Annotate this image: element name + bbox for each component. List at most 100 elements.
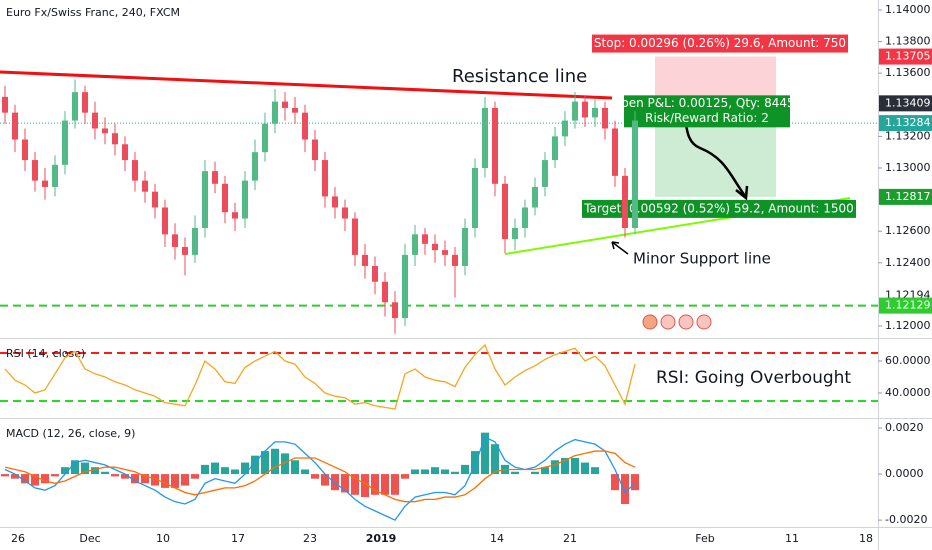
resistance-line [0,70,613,100]
price-tag [879,188,932,205]
x-tick-label: 21 [563,532,577,545]
event-icon [696,314,712,330]
macd-histogram-bar [261,451,269,475]
candle-body [312,139,318,161]
candle-body [182,246,188,255]
macd-histogram-bar [371,474,379,495]
y-tick-label: 1.13800 [885,35,931,48]
candle-body [212,171,218,184]
macd-histogram-bar [281,453,289,475]
candle-body [602,107,608,129]
macd-histogram-bar [111,474,119,477]
candle-body [112,133,118,145]
macd-histogram-bar [221,467,229,475]
macd-histogram-bar [531,471,539,475]
x-tick-label: 23 [303,532,317,545]
candle-body [472,167,478,229]
macd-histogram-bar [571,457,579,475]
macd-histogram-bar [481,432,489,475]
macd-histogram-bar [401,474,409,479]
macd-histogram-bar [551,460,559,475]
macd-histogram-bar [231,469,239,475]
arrow-head [735,185,749,201]
event-icon [678,314,694,330]
macd-histogram-bar [581,462,589,475]
macd-histogram-bar [191,474,199,479]
candle-body [222,183,228,213]
macd-histogram-bar [271,448,279,475]
candle-body [492,107,498,184]
candle-body [352,218,358,255]
price-tag [879,48,932,65]
macd-title: MACD (12, 26, close, 9) [6,427,135,440]
candle-body [252,152,258,181]
price-tag-label: 1.12817 [885,190,931,203]
candle-body [302,112,308,140]
stop-label-box [592,34,848,53]
candle-body [482,107,488,168]
macd-histogram-bar [121,474,129,479]
candle-body [332,196,338,208]
candle-body [622,175,628,229]
candle-body [612,128,618,176]
macd-histogram-bar [461,464,469,475]
pnl-label: Open P&L: 0.00125, Qty: 84459 [612,96,803,110]
macd-histogram-bar [331,474,339,491]
candle-body [512,228,518,240]
candle-body [142,180,148,192]
y-tick-label: 0.0020 [885,421,924,434]
candle-body [262,123,268,153]
macd-histogram-bar [381,474,389,495]
candle-body [392,302,398,319]
macd-histogram-bar [361,474,369,498]
target-label-box [582,199,856,218]
macd-histogram-bar [101,471,109,475]
x-tick-label: 10 [156,532,170,545]
x-tick-label: Dec [79,532,100,545]
macd-histogram-bar [241,462,249,475]
macd-histogram-bar [421,469,429,475]
macd-histogram-bar [81,462,89,475]
macd-histogram-bar [321,474,329,486]
candle-body [442,250,448,255]
candle-body [552,136,558,161]
y-tick-label: 0.0000 [885,467,924,480]
macd-histogram-bar [181,474,189,486]
candle-body [402,254,408,319]
x-tick-label: 18 [859,532,873,545]
candle-body [62,120,68,165]
candle-body [272,101,278,124]
candle-body [2,96,8,113]
candle-body [122,144,128,161]
macd-histogram-bar [631,474,639,491]
candle-body [42,180,48,187]
candle-body [242,180,248,219]
candle-body [92,112,98,129]
macd-histogram-bar [201,464,209,475]
candle-body [152,191,158,208]
macd-histogram-bar [591,467,599,475]
candle-body [32,160,38,181]
stop-label: Stop: 0.00296 (0.26%) 29.6, Amount: 750 [594,36,846,50]
price-tag [879,115,932,132]
macd-histogram-bar [451,471,459,475]
price-tag [879,95,932,112]
pointer-arrow [611,241,629,255]
annotation: Minor Support line [633,250,771,268]
candle-body [502,183,508,240]
candle-body [412,234,418,255]
candle-body [522,207,528,229]
y-tick-label: 1.13600 [885,66,931,79]
candle-body [282,101,288,108]
candle-body [82,92,88,113]
macd-histogram-bar [131,474,139,484]
rr-label: Risk/Reward Ratio: 2 [645,111,769,125]
target-label: Target: 0.00592 (0.52%) 59.2, Amount: 15… [583,201,854,215]
candle-body [322,160,328,197]
signal-line [4,450,636,503]
candle-body [342,207,348,219]
candle-body [362,254,368,266]
macd-histogram-bar [431,467,439,475]
candle-body [162,207,168,235]
macd-histogram-bar [351,474,359,495]
